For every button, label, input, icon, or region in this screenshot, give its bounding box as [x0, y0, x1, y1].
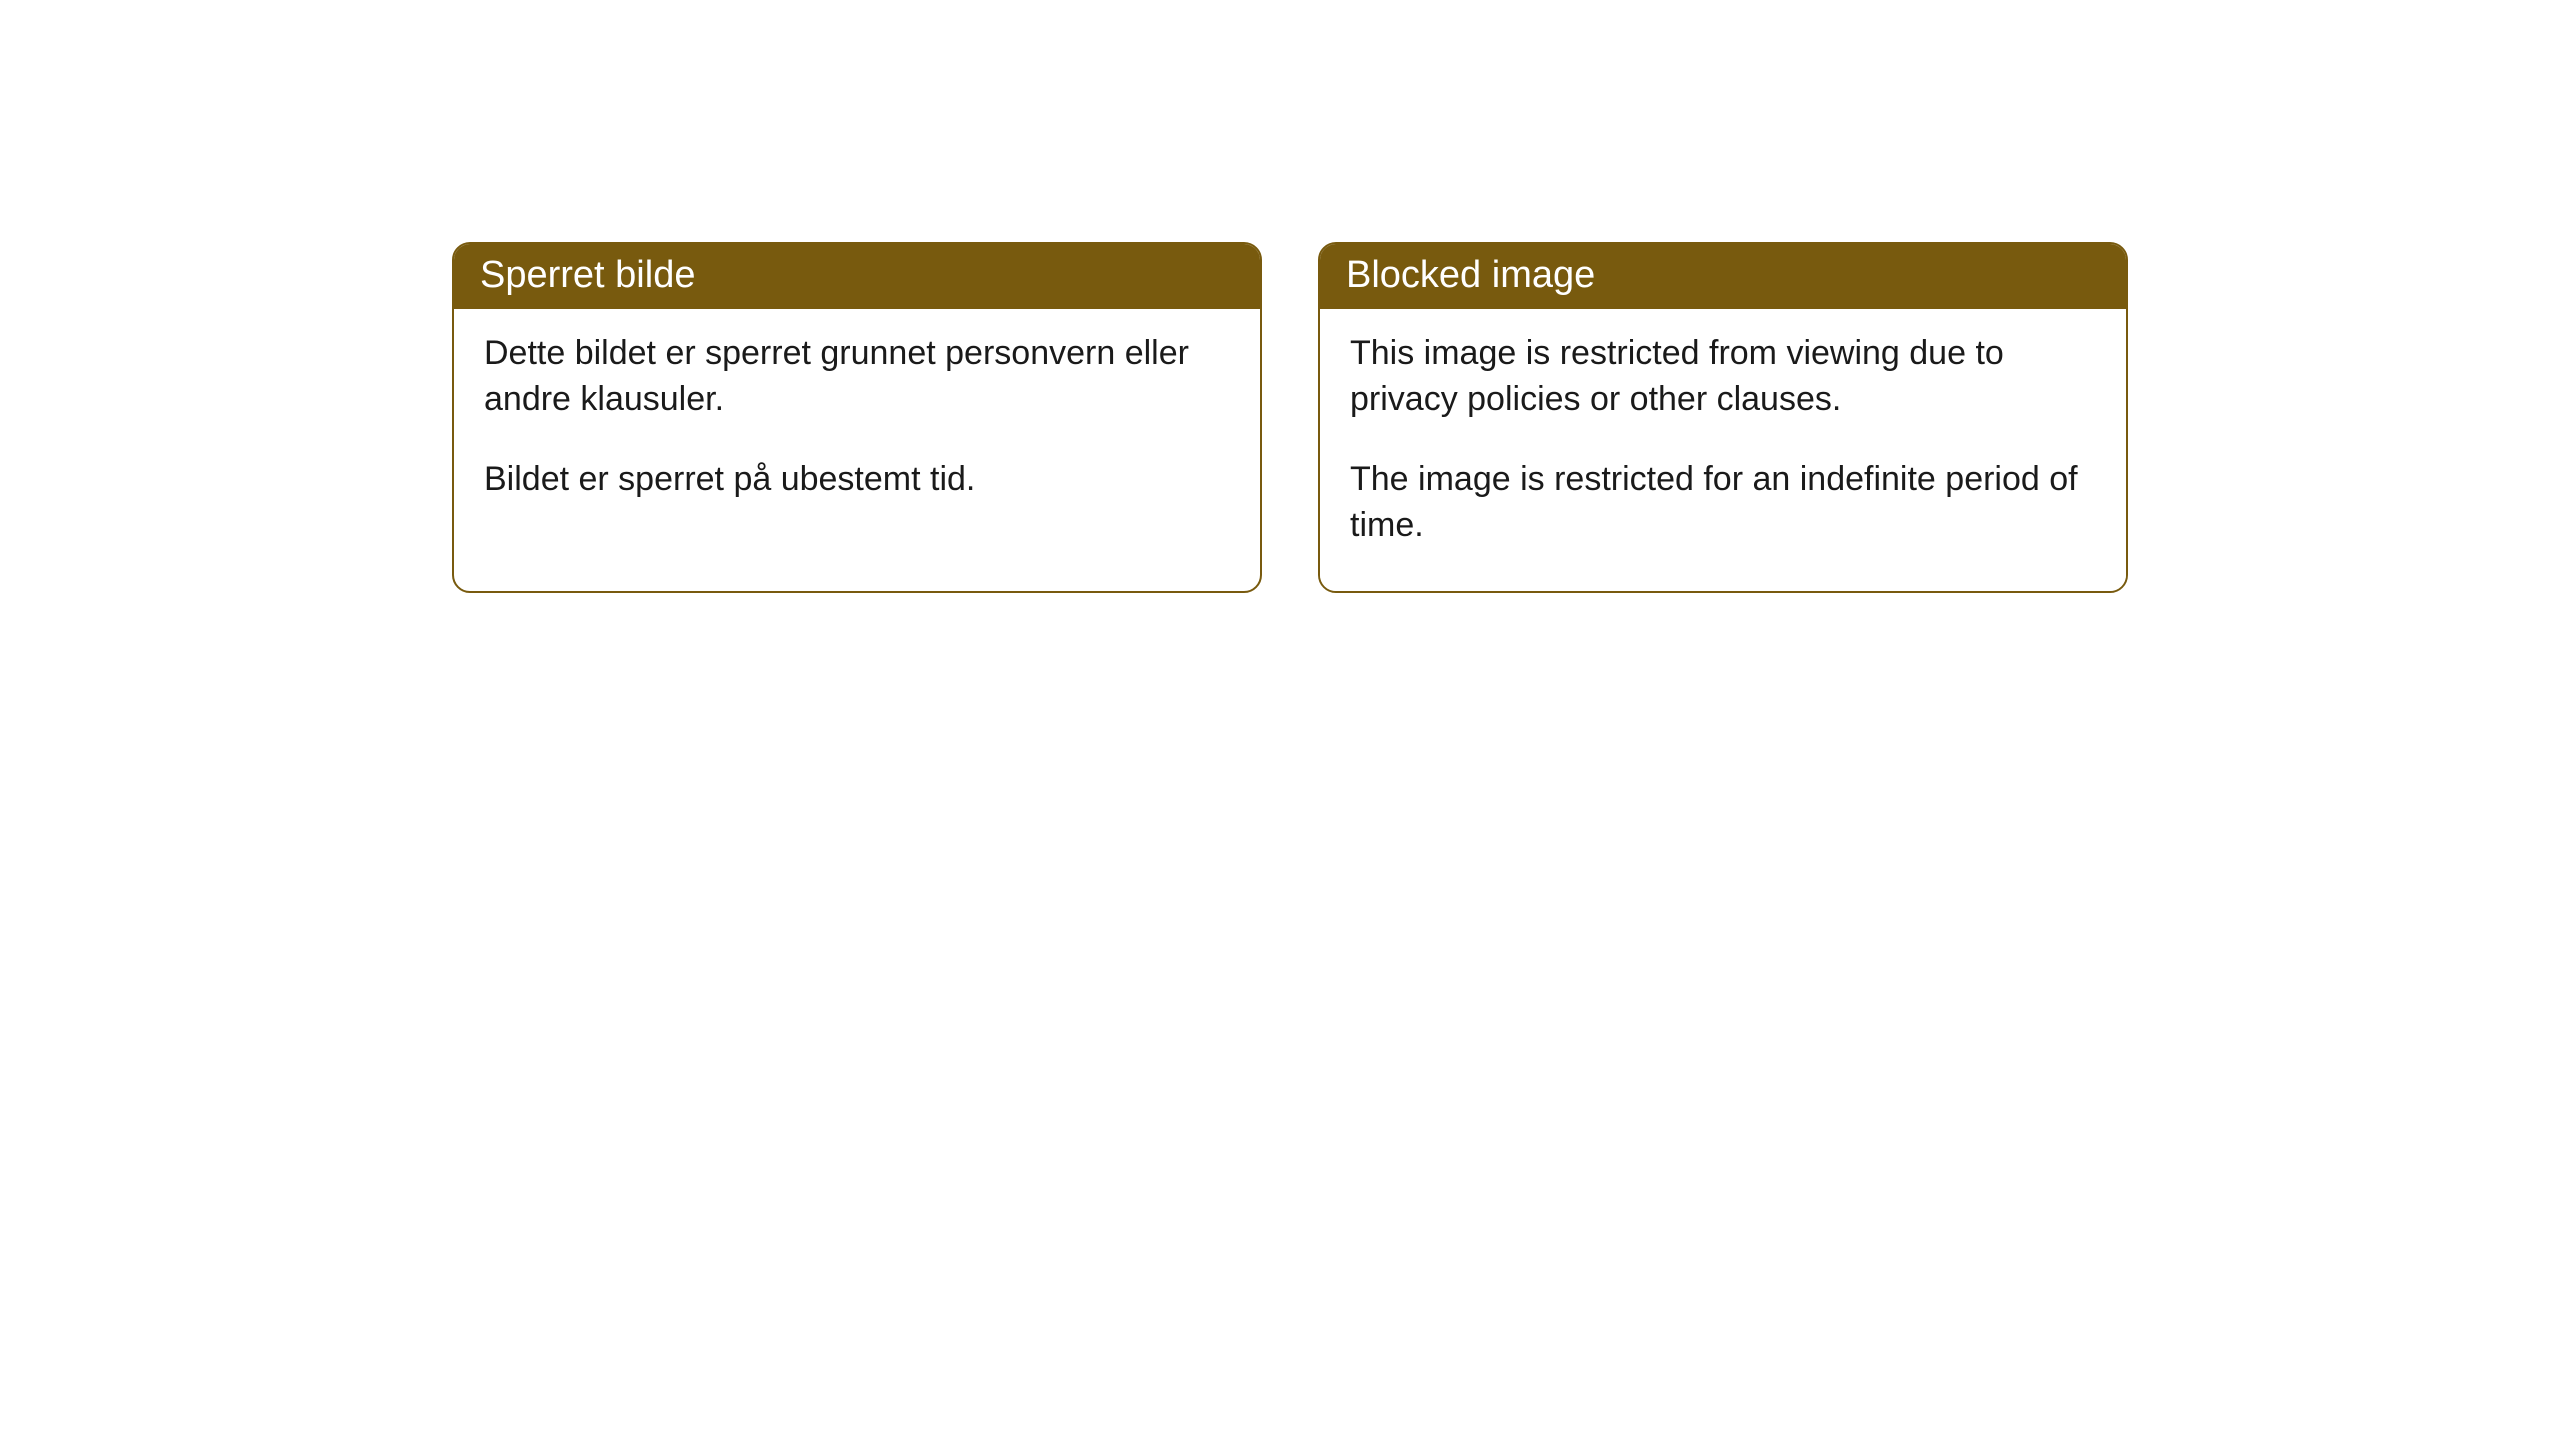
- card-paragraph: Bildet er sperret på ubestemt tid.: [484, 457, 1230, 503]
- card-paragraph: This image is restricted from viewing du…: [1350, 331, 2096, 423]
- card-paragraph: The image is restricted for an indefinit…: [1350, 457, 2096, 549]
- card-body: This image is restricted from viewing du…: [1320, 309, 2126, 591]
- card-english: Blocked image This image is restricted f…: [1318, 242, 2128, 593]
- card-header: Sperret bilde: [454, 244, 1260, 309]
- card-header: Blocked image: [1320, 244, 2126, 309]
- card-norwegian: Sperret bilde Dette bildet er sperret gr…: [452, 242, 1262, 593]
- card-title: Sperret bilde: [480, 254, 695, 296]
- card-paragraph: Dette bildet er sperret grunnet personve…: [484, 331, 1230, 423]
- card-body: Dette bildet er sperret grunnet personve…: [454, 309, 1260, 545]
- cards-container: Sperret bilde Dette bildet er sperret gr…: [452, 242, 2128, 593]
- card-title: Blocked image: [1346, 254, 1595, 296]
